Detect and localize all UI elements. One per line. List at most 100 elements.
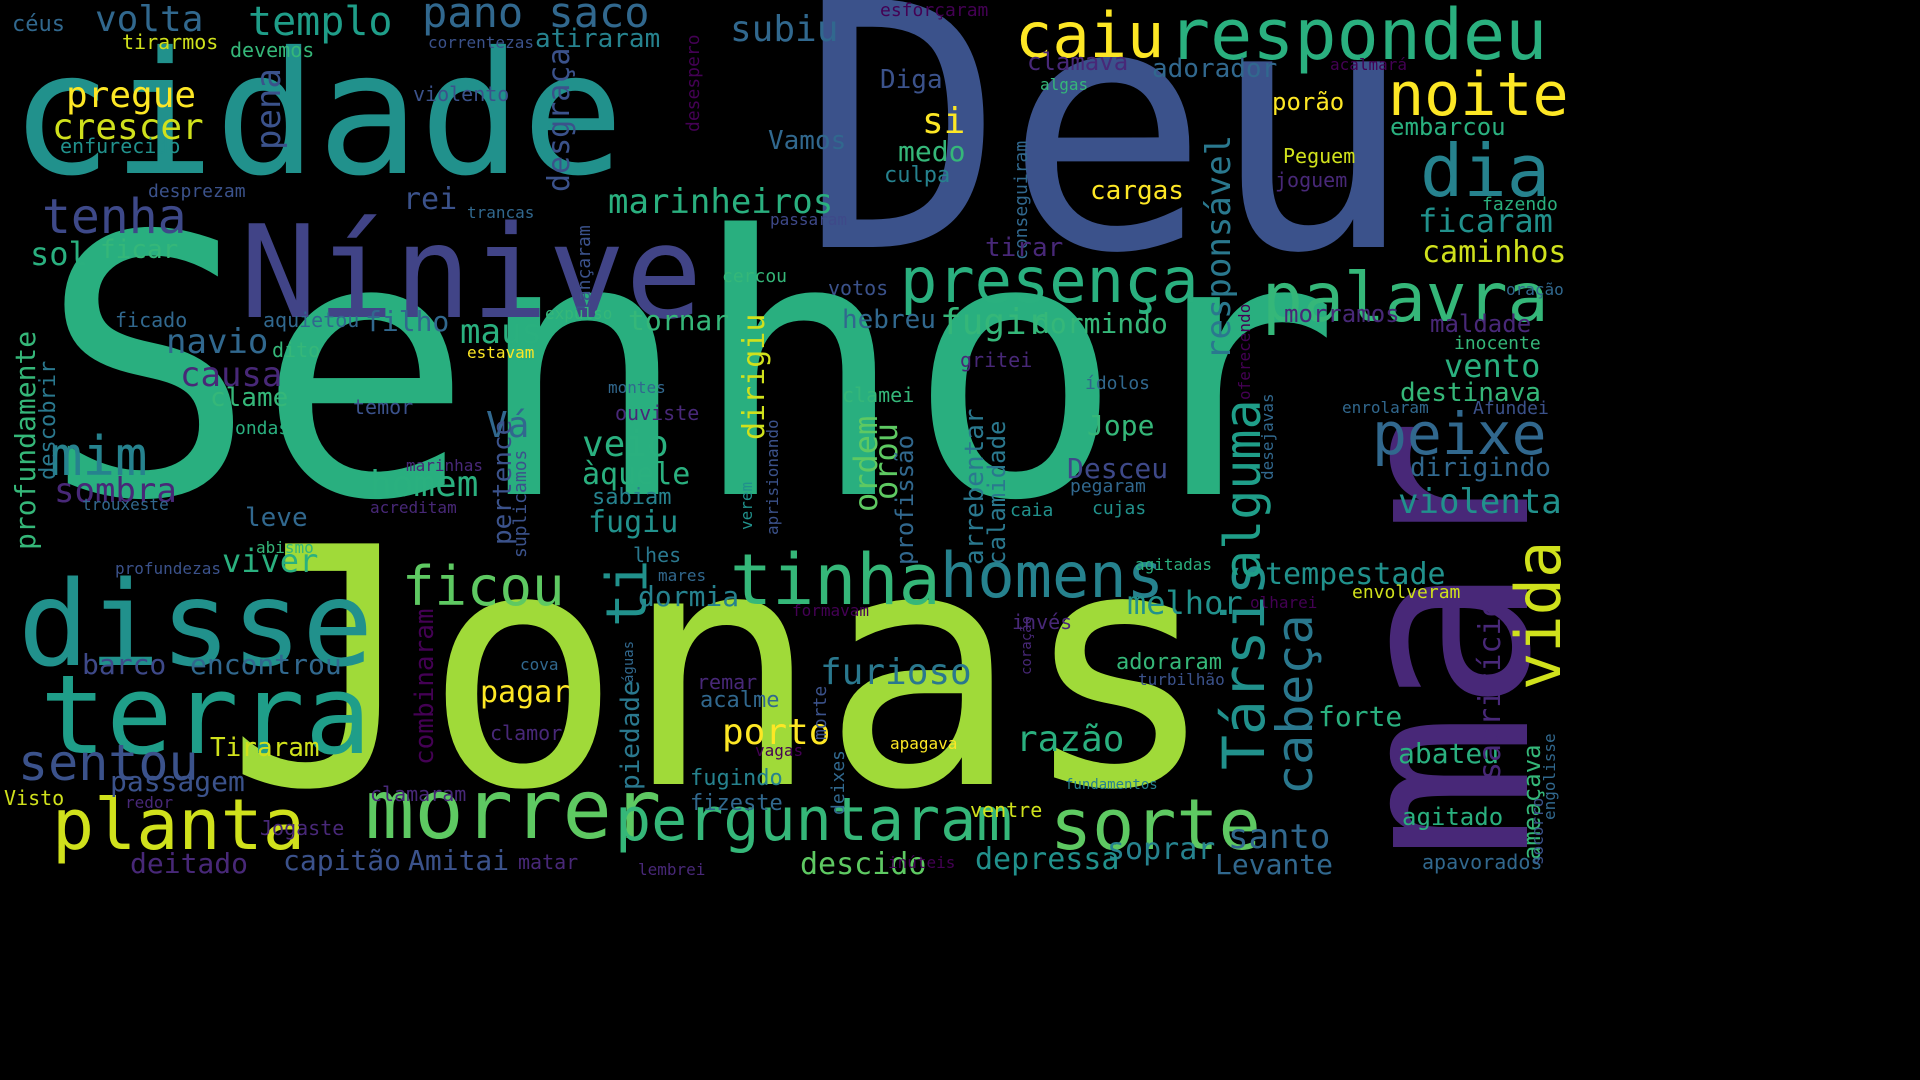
word-fazendo: fazendo — [1482, 194, 1558, 215]
word-afundei: Afundei — [1473, 398, 1549, 419]
word-subiu: subiu — [730, 9, 839, 50]
word-correntezas: correntezas — [428, 33, 534, 52]
word-temor: temor — [353, 395, 414, 419]
word-ceus: céus — [12, 12, 65, 37]
word-idolos: ídolos — [1085, 373, 1151, 394]
word-desprezam: desprezam — [148, 181, 246, 202]
word-clamei: clamei — [842, 383, 915, 407]
word-melhor: melhor — [1127, 584, 1243, 622]
word-ficado: ficado — [115, 308, 188, 332]
word-pegaram: pegaram — [1070, 476, 1146, 497]
word-calamidade: calamidade — [983, 420, 1011, 566]
word-mim: mim — [50, 425, 148, 488]
word-montes: montes — [608, 378, 666, 397]
word-olharei: olharei — [1250, 593, 1318, 612]
word-cabeca: cabeça — [1266, 614, 1324, 795]
word-profissao: profissão — [891, 434, 919, 565]
word-cercou: cercou — [722, 266, 788, 287]
word-pano-saco: pano saco — [422, 0, 650, 37]
word-porao: porão — [1272, 88, 1345, 116]
word-atiraram: atiraram — [535, 24, 661, 54]
word-redor: redor — [125, 793, 174, 812]
word-jogaste: Jogaste — [260, 816, 345, 840]
word-lembrei: lembrei — [638, 860, 706, 879]
word-lancaram: lançaram — [574, 225, 595, 312]
word-hebreu: hebreu — [842, 305, 936, 335]
word-trancas: trancas — [467, 203, 535, 222]
word-maus: maus — [460, 312, 542, 352]
word-respondeu: respondeu — [1168, 0, 1548, 76]
word-acalmara: acalmará — [1330, 55, 1408, 74]
word-fugindo: fugindo — [690, 766, 783, 791]
word-fugir: fugir — [940, 302, 1049, 343]
word-aquele: àquele — [582, 457, 691, 492]
word-sentou: sentou — [18, 734, 199, 792]
word-gritei: gritei — [960, 348, 1033, 372]
word-volta: volta — [95, 0, 204, 40]
word-razao: razão — [1016, 719, 1125, 760]
word-vida: vida — [1502, 540, 1575, 690]
word-jope: Jope — [1087, 409, 1155, 442]
word-morte: morte — [810, 685, 831, 740]
word-cujas: cujas — [1092, 498, 1147, 519]
word-barco: barco — [82, 648, 167, 681]
word-sabiam: sabiam — [592, 485, 672, 510]
word-capitao: capitão — [283, 844, 402, 877]
word-trouxeste: trouxeste — [82, 495, 169, 514]
word-medo: medo — [898, 135, 966, 168]
word-algas: algas — [1040, 75, 1089, 94]
word-peguem: Peguem — [1283, 144, 1356, 168]
word-descido: descido — [800, 847, 927, 882]
word-ouviste: ouviste — [615, 401, 700, 425]
word-caia: caia — [1010, 500, 1054, 521]
word-depressa: depressa — [975, 842, 1120, 877]
word-engolisse: engolisse — [1540, 733, 1559, 820]
word-desgraca: desgraça — [542, 47, 577, 193]
word-clamaram: clamaram — [370, 782, 467, 806]
word-perguntaram: perguntaram — [615, 785, 1013, 855]
word-clame: clame — [210, 383, 289, 413]
word-fundamentos: fundamentos — [1065, 777, 1158, 793]
word-soprar: soprar — [1107, 832, 1216, 867]
word-tiraram: Tiraram — [210, 733, 320, 763]
word-disse: disse — [18, 555, 374, 693]
word-tinha: tinha — [730, 539, 941, 621]
word-aguas: águas — [621, 640, 637, 683]
word-deixes: deixes — [828, 749, 849, 815]
word-tempestade: tempestade — [1265, 557, 1446, 592]
word-culpa: culpa — [884, 163, 951, 188]
word-marinhas: marinhas — [406, 456, 484, 475]
word-lhes: lhes — [633, 543, 682, 567]
word-combinaram: combinaram — [410, 608, 440, 765]
word-oferecendo: oferecendo — [1235, 303, 1254, 400]
word-cidade: cidade — [10, 16, 625, 214]
word-mares: mares — [658, 566, 707, 585]
word-viver: viver — [222, 542, 319, 580]
word-tenha: tenha — [42, 189, 187, 245]
word-embarcou: embarcou — [1390, 113, 1506, 141]
word-dormia: dormia — [638, 580, 740, 613]
word-fizeste: fizeste — [690, 791, 783, 816]
word-morramos: morramos — [1284, 300, 1400, 328]
word-passaram: passaram — [770, 210, 848, 229]
word-apavorados: apavorados — [1422, 850, 1543, 874]
word-profundezas: profundezas — [115, 559, 221, 578]
word-piedade: piedade — [616, 680, 646, 790]
word-presenca: presença — [900, 244, 1199, 317]
word-si: si — [922, 101, 966, 142]
word-vento: vento — [1444, 347, 1541, 385]
word-expulso: expulso — [545, 304, 613, 323]
word-matar: matar — [518, 850, 579, 874]
word-causa: causa — [180, 355, 283, 395]
word-turbilhao: turbilhão — [1138, 670, 1225, 689]
word-dormindo: dormindo — [1033, 307, 1168, 340]
word-deu: Deu — [800, 0, 1415, 328]
word-adoraram: adoraram — [1116, 650, 1222, 675]
word-inocente: inocente — [1454, 333, 1541, 354]
word-morrer: morrer — [365, 763, 662, 858]
word-pregue: pregue — [66, 75, 197, 116]
word-vagas: vagas — [755, 741, 804, 760]
word-furioso: furioso — [820, 652, 972, 693]
word-enfurecido: enfurecido — [60, 134, 181, 158]
